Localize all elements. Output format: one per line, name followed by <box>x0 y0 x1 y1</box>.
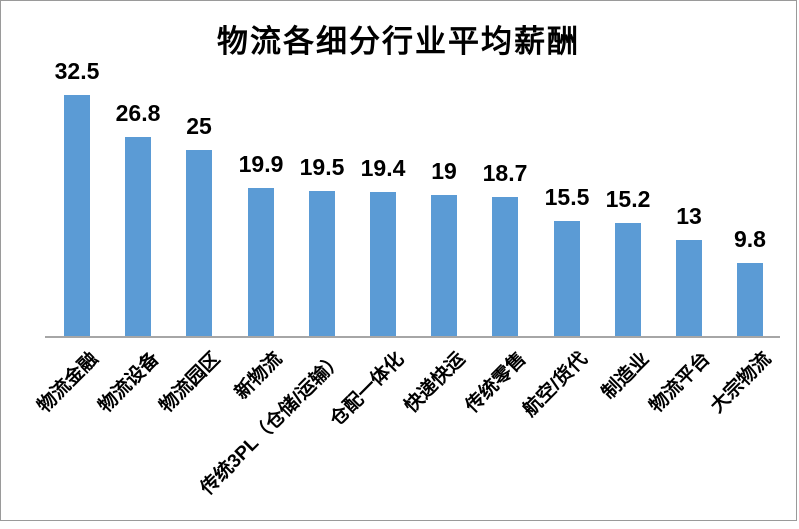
bar-value-label: 15.2 <box>605 186 651 212</box>
bar-value-label: 19 <box>431 158 457 184</box>
bar <box>676 240 702 336</box>
chart-title: 物流各细分行业平均薪酬 <box>217 24 580 59</box>
bar-value-label: 25 <box>186 113 212 139</box>
bar-value-label: 18.7 <box>482 160 528 186</box>
bar <box>615 223 641 336</box>
bar <box>125 137 151 336</box>
bar <box>554 221 580 336</box>
bar <box>492 197 518 336</box>
category-label: 物流平台 <box>645 348 715 418</box>
category-label: 物流园区 <box>156 348 225 418</box>
bar-value-label: 13 <box>676 203 702 229</box>
bar <box>309 191 335 336</box>
bar-value-label: 32.5 <box>54 58 100 84</box>
bar <box>64 95 90 336</box>
bar-value-label: 26.8 <box>115 100 161 126</box>
bar-value-label: 19.5 <box>299 154 345 180</box>
bar <box>186 150 212 336</box>
bar <box>737 263 763 336</box>
bar-value-label: 19.4 <box>360 155 406 181</box>
category-label: 大宗物流 <box>706 348 776 418</box>
category-label: 航空/货代 <box>519 348 592 421</box>
category-label: 快递快运 <box>400 348 470 418</box>
bar <box>370 192 396 336</box>
bar-value-label: 19.9 <box>238 151 284 177</box>
bar-value-label: 9.8 <box>734 226 766 252</box>
x-axis-line <box>45 336 780 338</box>
bar-value-label: 15.5 <box>544 184 590 210</box>
category-label: 物流设备 <box>94 348 164 418</box>
bar <box>248 188 274 336</box>
bar <box>431 195 457 336</box>
category-label: 物流金融 <box>33 348 103 418</box>
